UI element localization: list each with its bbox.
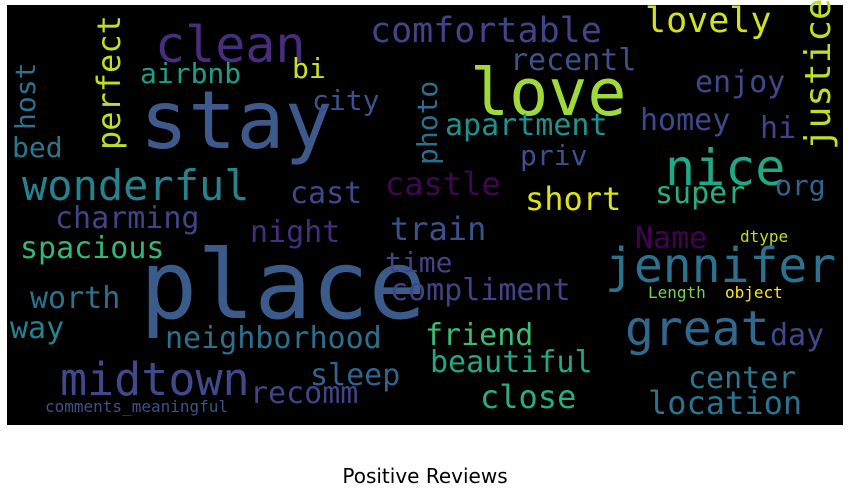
- cloud-word: short: [525, 180, 621, 218]
- cloud-word: time: [385, 246, 452, 279]
- cloud-word: airbnb: [140, 57, 241, 90]
- cloud-word: day: [770, 318, 824, 353]
- cloud-word: wonderful: [22, 161, 250, 210]
- cloud-word: org: [775, 169, 826, 202]
- cloud-word: compliment: [390, 273, 571, 308]
- cloud-word: place: [140, 231, 426, 341]
- cloud-word: bi: [292, 52, 326, 85]
- cloud-word: center: [688, 361, 796, 396]
- cloud: stay place love clean nice jennifer great midto…: [9, 0, 839, 422]
- cloud-word: object: [725, 283, 783, 302]
- cloud-word: host: [9, 63, 42, 130]
- cloud-word: perfect: [90, 15, 128, 150]
- cloud-word: recomm: [250, 376, 358, 411]
- cloud-word: stay: [140, 74, 333, 167]
- cloud-word: love: [470, 56, 627, 131]
- title: Positive Reviews: [342, 464, 507, 488]
- cloud-word: midtown: [60, 353, 250, 406]
- cloud-word: sleep: [310, 358, 400, 393]
- cloud-word: comments_meaningful: [45, 397, 228, 416]
- cloud-word: homey: [640, 103, 730, 138]
- cloud-word: beautiful: [430, 345, 593, 380]
- cloud-word: city: [312, 84, 379, 117]
- cloud-word: super: [655, 176, 745, 211]
- cloud-word: clean: [155, 16, 306, 74]
- cloud-word: friend: [425, 318, 533, 353]
- cloud-word: castle: [385, 165, 501, 203]
- cloud-word: charming: [55, 201, 200, 236]
- cloud-word: train: [390, 210, 486, 248]
- cloud-word: priv: [520, 139, 587, 172]
- cloud-word: close: [480, 378, 576, 416]
- cloud-word: dtype: [740, 227, 788, 246]
- cloud-word: enjoy: [695, 65, 785, 100]
- cloud-word: recentl: [510, 43, 636, 78]
- cloud-word: jennifer: [605, 238, 836, 294]
- cloud-word: nice: [665, 139, 785, 197]
- cloud-word: lovely: [645, 1, 771, 41]
- cloud-word: hi: [760, 111, 796, 146]
- cloud-word: apartment: [445, 108, 608, 143]
- cloud-word: location: [648, 384, 802, 422]
- cloud-word: justice: [798, 0, 839, 150]
- cloud-word: night: [250, 215, 340, 250]
- cloud-word: Name: [635, 221, 707, 256]
- cloud-word: bed: [12, 131, 63, 164]
- cloud-word: neighborhood: [165, 321, 382, 356]
- cloud-word: great: [625, 301, 770, 357]
- cloud-word: way: [10, 311, 64, 346]
- cloud-word: spacious: [20, 231, 165, 266]
- cloud-word: worth: [30, 281, 120, 316]
- cloud-word: photo: [411, 81, 444, 165]
- cloud-word: Length: [648, 283, 706, 302]
- cloud-word: comfortable: [370, 11, 602, 51]
- cloud-background: [7, 5, 843, 425]
- cloud-word: cast: [290, 176, 362, 211]
